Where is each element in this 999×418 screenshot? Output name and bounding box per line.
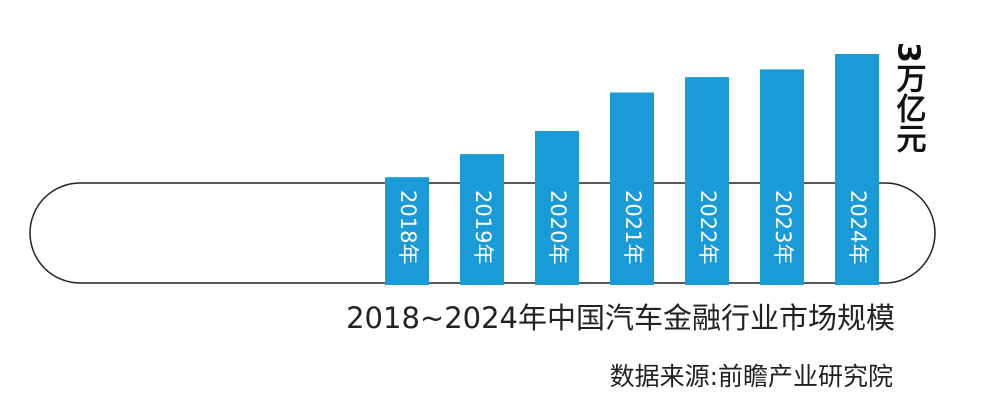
category-label: 2019年 bbox=[471, 190, 495, 264]
bar bbox=[385, 177, 429, 285]
category-label: 2022年 bbox=[696, 190, 720, 264]
category-label: 2021年 bbox=[621, 190, 645, 264]
bar bbox=[835, 54, 879, 285]
chart-title: 2018~2024年中国汽车金融行业市场规模 bbox=[346, 301, 895, 335]
bar bbox=[460, 154, 504, 285]
bar bbox=[610, 92, 654, 285]
bar bbox=[760, 69, 804, 286]
source: 数据来源:前瞻产业研究院 bbox=[610, 362, 893, 391]
category-label: 2023年 bbox=[771, 190, 795, 264]
bar bbox=[535, 131, 579, 285]
category-label: 2024年 bbox=[846, 190, 870, 264]
category-label: 2018年 bbox=[396, 190, 420, 264]
annotation: 3万亿元 bbox=[891, 42, 927, 154]
bar bbox=[685, 77, 729, 285]
category-label: 2020年 bbox=[546, 190, 570, 264]
